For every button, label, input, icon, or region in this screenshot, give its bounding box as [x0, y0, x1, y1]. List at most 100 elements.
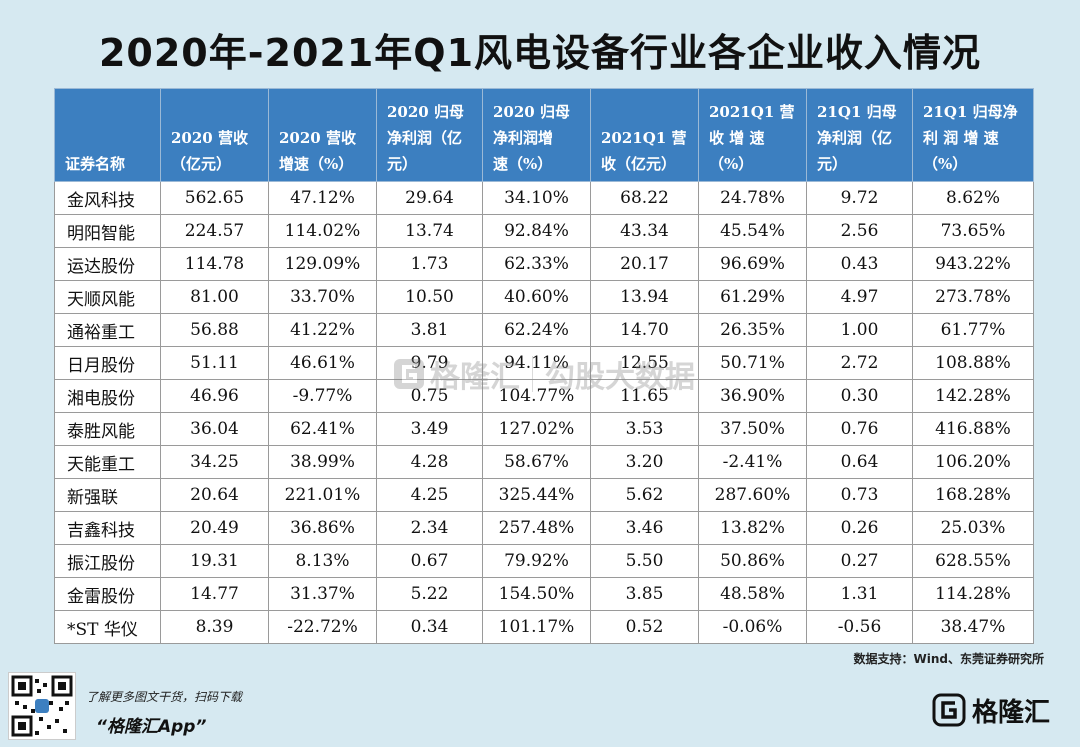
table-cell: 2.56: [806, 214, 913, 248]
table-cell: 38.47%: [912, 610, 1034, 644]
table-cell: -22.72%: [268, 610, 377, 644]
table-cell: 13.74: [376, 214, 483, 248]
table-cell: 79.92%: [482, 544, 591, 578]
table-cell: 50.86%: [698, 544, 807, 578]
company-name-cell: 泰胜风能: [54, 412, 161, 446]
table-cell: -0.56: [806, 610, 913, 644]
table-cell: 13.94: [590, 280, 699, 314]
table-cell: 3.20: [590, 445, 699, 479]
table-cell: 36.04: [160, 412, 269, 446]
column-header-line: 2020 营收: [279, 129, 356, 147]
table-cell: 3.49: [376, 412, 483, 446]
table-cell: 50.71%: [698, 346, 807, 380]
table-cell: 26.35%: [698, 313, 807, 347]
column-header: 21Q1 归母净利 润 增 速 （%）: [912, 88, 1034, 182]
table-cell: 101.17%: [482, 610, 591, 644]
column-header: 证券名称: [54, 88, 161, 182]
column-header-line: 2021Q1 营: [709, 103, 795, 121]
table-cell: 96.69%: [698, 247, 807, 281]
table-cell: 628.55%: [912, 544, 1034, 578]
table-cell: 416.88%: [912, 412, 1034, 446]
company-name-cell: 明阳智能: [54, 214, 161, 248]
column-header-line: 收（亿元）: [601, 155, 677, 173]
table-cell: 3.81: [376, 313, 483, 347]
table-cell: 48.58%: [698, 577, 807, 611]
column-header-line: 21Q1 归母: [817, 103, 897, 121]
table-cell: 14.77: [160, 577, 269, 611]
table-row: 通裕重工 56.88 41.22% 3.81 62.24% 14.70 26.35% 1.00…: [54, 313, 1034, 347]
table-cell: 0.27: [806, 544, 913, 578]
table-cell: 104.77%: [482, 379, 591, 413]
table-row: 新强联 20.64 221.01% 4.25 325.44% 5.62 287.60% 0.7…: [54, 478, 1034, 512]
table-cell: 108.88%: [912, 346, 1034, 380]
table-cell: 224.57: [160, 214, 269, 248]
table-cell: 1.73: [376, 247, 483, 281]
table-cell: 154.50%: [482, 577, 591, 611]
table-cell: 5.50: [590, 544, 699, 578]
table-cell: 4.25: [376, 478, 483, 512]
table-cell: 41.22%: [268, 313, 377, 347]
table-row: 振江股份 19.31 8.13% 0.67 79.92% 5.50 50.86% 0.27 62…: [54, 544, 1034, 578]
table-cell: 2.34: [376, 511, 483, 545]
table-row: *ST 华仪 8.39 -22.72% 0.34 101.17% 0.52 -0.06% -0…: [54, 610, 1034, 644]
table-cell: 20.49: [160, 511, 269, 545]
table-cell: 0.34: [376, 610, 483, 644]
table-cell: 5.62: [590, 478, 699, 512]
column-header: 2021Q1 营收（亿元）: [590, 88, 699, 182]
table-cell: 20.17: [590, 247, 699, 281]
promo-line-2: “格隆汇App”: [96, 717, 207, 737]
table-cell: 33.70%: [268, 280, 377, 314]
table-cell: 114.28%: [912, 577, 1034, 611]
column-header-line: 2020 归母: [387, 103, 464, 121]
column-header: 2020 营收 （亿元）: [160, 88, 269, 182]
table-cell: 34.10%: [482, 181, 591, 215]
table-cell: 129.09%: [268, 247, 377, 281]
table-cell: 0.76: [806, 412, 913, 446]
column-header-line: 收 增 速: [709, 129, 765, 147]
table-row: 明阳智能 224.57 114.02% 13.74 92.84% 43.34 45.54% 2…: [54, 214, 1034, 248]
table-cell: 0.30: [806, 379, 913, 413]
table-cell: 46.61%: [268, 346, 377, 380]
table-cell: 47.12%: [268, 181, 377, 215]
column-header-line: （%）: [923, 155, 968, 173]
company-name-cell: 金风科技: [54, 181, 161, 215]
table-cell: 8.39: [160, 610, 269, 644]
data-source: 数据支持：Wind、东莞证券研究所: [853, 652, 1044, 666]
column-header-line: 2020 归母: [493, 103, 570, 121]
table-cell: 46.96: [160, 379, 269, 413]
column-header-line: （%）: [709, 155, 754, 173]
table-cell: 943.22%: [912, 247, 1034, 281]
table-cell: 3.46: [590, 511, 699, 545]
column-header-line: 21Q1 归母净: [923, 103, 1018, 121]
table-cell: 19.31: [160, 544, 269, 578]
table-cell: 0.26: [806, 511, 913, 545]
table-cell: 127.02%: [482, 412, 591, 446]
table-row: 天能重工 34.25 38.99% 4.28 58.67% 3.20 -2.41% 0.64 1…: [54, 445, 1034, 479]
table-row: 泰胜风能 36.04 62.41% 3.49 127.02% 3.53 37.50% 0.76…: [54, 412, 1034, 446]
table-cell: 61.77%: [912, 313, 1034, 347]
company-name-cell: 运达股份: [54, 247, 161, 281]
table-row: 金风科技 562.65 47.12% 29.64 34.10% 68.22 24.78% 9.…: [54, 181, 1034, 215]
table-cell: 2.72: [806, 346, 913, 380]
table-cell: 0.73: [806, 478, 913, 512]
table-cell: 12.55: [590, 346, 699, 380]
table-cell: 68.22: [590, 181, 699, 215]
table-row: 金雷股份 14.77 31.37% 5.22 154.50% 3.85 48.58% 1.31…: [54, 577, 1034, 611]
logo-text: 格隆汇: [971, 697, 1050, 728]
table-cell: 4.28: [376, 445, 483, 479]
column-header-line: 元）: [387, 155, 418, 173]
table-header-row: 证券名称 2020 营收 （亿元） 2020 营收 增速（%） 2020 归母 净利润（亿元…: [54, 88, 1034, 182]
qr-code-icon: [11, 675, 73, 737]
company-name-cell: 日月股份: [54, 346, 161, 380]
watermark-separator: [532, 356, 533, 392]
table-cell: 13.82%: [698, 511, 807, 545]
column-header-line: 证券名称: [65, 155, 126, 173]
table-cell: 45.54%: [698, 214, 807, 248]
qr-code: [8, 672, 76, 740]
table-cell: 73.65%: [912, 214, 1034, 248]
table-cell: 38.99%: [268, 445, 377, 479]
data-table: 证券名称 2020 营收 （亿元） 2020 营收 增速（%） 2020 归母 净利润（亿元…: [54, 88, 1034, 644]
company-name-cell: 振江股份: [54, 544, 161, 578]
watermark-text-1: 格隆汇: [430, 360, 520, 395]
table-cell: 0.52: [590, 610, 699, 644]
